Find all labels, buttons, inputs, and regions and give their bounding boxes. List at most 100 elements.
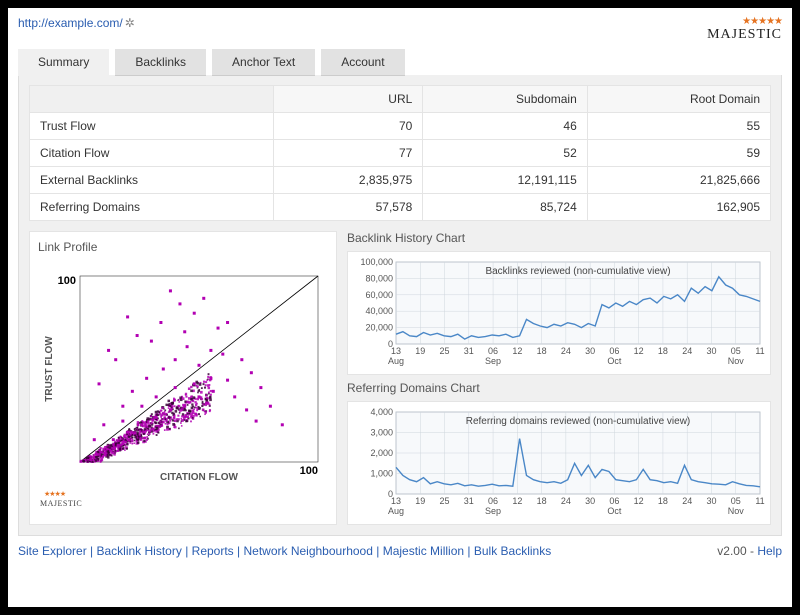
svg-text:Backlinks reviewed (non-cumula: Backlinks reviewed (non-cumulative view) [485,266,670,277]
table-cell: 55 [587,113,770,140]
svg-text:Aug: Aug [388,506,404,516]
svg-text:12: 12 [634,346,644,356]
refdom-history-title: Referring Domains Chart [347,381,771,395]
history-column: Backlink History Chart 020,00040,00060,0… [347,231,771,525]
svg-text:06: 06 [488,346,498,356]
svg-text:Aug: Aug [388,356,404,366]
svg-text:31: 31 [464,496,474,506]
svg-text:80,000: 80,000 [365,273,393,283]
svg-text:3,000: 3,000 [370,428,393,438]
svg-text:24: 24 [561,346,571,356]
svg-text:30: 30 [585,496,595,506]
svg-text:18: 18 [658,496,668,506]
svg-text:24: 24 [682,346,692,356]
svg-text:Nov: Nov [728,356,745,366]
svg-text:2,000: 2,000 [370,448,393,458]
svg-text:CITATION FLOW: CITATION FLOW [160,472,239,483]
table-cell: 21,825,666 [587,167,770,194]
footer: Site Explorer | Backlink History | Repor… [18,536,782,558]
svg-text:05: 05 [731,496,741,506]
footer-link[interactable]: Backlink History [97,544,182,558]
svg-text:31: 31 [464,346,474,356]
svg-text:24: 24 [561,496,571,506]
svg-text:100,000: 100,000 [360,257,393,267]
table-row: Citation Flow775259 [30,140,771,167]
summary-panel: URLSubdomainRoot DomainTrust Flow704655C… [18,75,782,536]
svg-text:25: 25 [440,496,450,506]
version-label: v2.00 [717,544,746,558]
svg-text:30: 30 [706,496,716,506]
table-row: External Backlinks2,835,97512,191,11521,… [30,167,771,194]
table-cell: 46 [423,113,587,140]
svg-text:11: 11 [755,346,764,356]
svg-text:19: 19 [415,496,425,506]
table-header [30,86,274,113]
svg-text:13: 13 [391,346,401,356]
site-url-link[interactable]: http://example.com/ [18,16,123,30]
svg-text:18: 18 [537,346,547,356]
footer-link[interactable]: Network Neighbourhood [243,544,372,558]
footer-link[interactable]: Majestic Million [383,544,464,558]
table-header: Root Domain [587,86,770,113]
svg-text:12: 12 [512,346,522,356]
table-row: Trust Flow704655 [30,113,771,140]
table-cell: 57,578 [273,194,423,221]
svg-text:Referring domains reviewed (no: Referring domains reviewed (non-cumulati… [466,416,691,427]
svg-text:25: 25 [440,346,450,356]
svg-text:06: 06 [609,496,619,506]
svg-text:30: 30 [585,346,595,356]
table-cell: 162,905 [587,194,770,221]
footer-link[interactable]: Bulk Backlinks [474,544,551,558]
tabs: SummaryBacklinksAnchor TextAccount [18,49,782,76]
footer-link[interactable]: Site Explorer [18,544,87,558]
svg-text:18: 18 [658,346,668,356]
help-link[interactable]: Help [757,544,782,558]
logo-stars-icon: ★★★★★ [707,16,782,27]
svg-text:Oct: Oct [607,356,622,366]
tab-backlinks[interactable]: Backlinks [115,49,206,76]
svg-text:11: 11 [755,496,764,506]
svg-text:30: 30 [706,346,716,356]
svg-text:Sep: Sep [485,356,501,366]
svg-text:100: 100 [58,275,76,287]
backlink-history-box: 020,00040,00060,00080,000100,00013Aug192… [347,251,771,375]
svg-text:40,000: 40,000 [365,306,393,316]
svg-text:12: 12 [512,496,522,506]
table-cell: 77 [273,140,423,167]
gear-icon[interactable]: ✲ [125,16,135,30]
table-row: Referring Domains57,57885,724162,905 [30,194,771,221]
svg-text:Nov: Nov [728,506,745,516]
svg-text:18: 18 [537,496,547,506]
tab-account[interactable]: Account [321,49,404,76]
footer-link[interactable]: Reports [192,544,234,558]
table-cell: Referring Domains [30,194,274,221]
table-cell: External Backlinks [30,167,274,194]
svg-text:06: 06 [488,496,498,506]
metrics-table: URLSubdomainRoot DomainTrust Flow704655C… [29,85,771,221]
svg-text:Oct: Oct [607,506,622,516]
svg-text:Sep: Sep [485,506,501,516]
svg-text:20,000: 20,000 [365,323,393,333]
backlink-history-title: Backlink History Chart [347,231,771,245]
svg-text:13: 13 [391,496,401,506]
refdom-history-box: 01,0002,0003,0004,00013Aug19253106Sep121… [347,401,771,525]
table-header: URL [273,86,423,113]
table-header: Subdomain [423,86,587,113]
table-cell: 12,191,115 [423,167,587,194]
svg-text:12: 12 [634,496,644,506]
footer-right: v2.00 - Help [717,544,782,558]
refdom-history-chart: 01,0002,0003,0004,00013Aug19253106Sep121… [352,406,766,520]
app-root: http://example.com/✲ ★★★★★ MAJESTIC Summ… [8,8,792,607]
table-cell: Trust Flow [30,113,274,140]
table-cell: 2,835,975 [273,167,423,194]
table-cell: 85,724 [423,194,587,221]
svg-text:19: 19 [415,346,425,356]
link-profile-panel: Link Profile 100100TRUST FLOWCITATION FL… [29,231,337,525]
svg-text:24: 24 [682,496,692,506]
tab-anchor-text[interactable]: Anchor Text [212,49,315,76]
tab-summary[interactable]: Summary [18,49,109,76]
svg-text:MAJESTIC: MAJESTIC [40,499,82,508]
link-profile-chart: 100100TRUST FLOWCITATION FLOW★★★★MAJESTI… [38,258,328,508]
svg-text:60,000: 60,000 [365,290,393,300]
logo: ★★★★★ MAJESTIC [707,16,782,43]
